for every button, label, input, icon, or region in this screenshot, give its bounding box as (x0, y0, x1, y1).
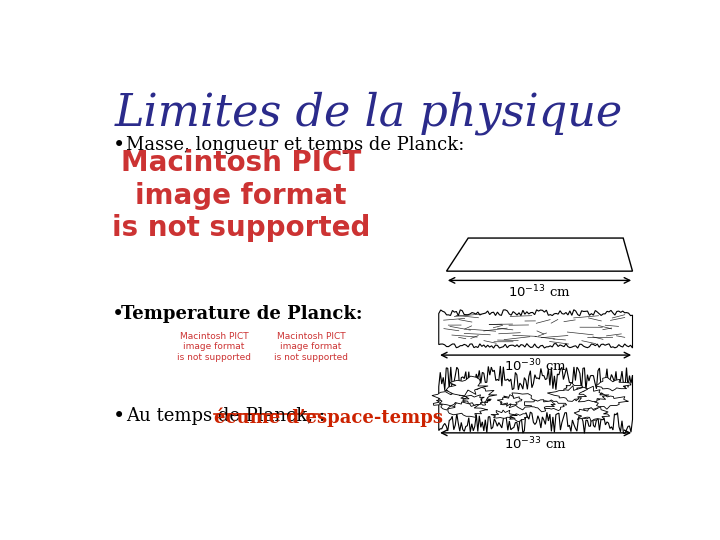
Polygon shape (508, 414, 528, 422)
Text: Au temps de Planck,: Au temps de Planck, (126, 408, 318, 426)
Polygon shape (444, 384, 475, 397)
Polygon shape (576, 408, 606, 420)
Polygon shape (564, 382, 583, 393)
Text: •: • (112, 305, 124, 324)
Text: Limites de la physique: Limites de la physique (115, 92, 623, 136)
Text: $10^{-30}$ cm: $10^{-30}$ cm (504, 358, 567, 375)
Polygon shape (462, 387, 497, 403)
Text: $10^{-33}$ cm: $10^{-33}$ cm (504, 436, 567, 453)
Polygon shape (433, 396, 462, 410)
Polygon shape (497, 395, 522, 407)
Polygon shape (595, 393, 629, 409)
Polygon shape (572, 386, 609, 402)
Polygon shape (432, 392, 472, 406)
Text: :: : (319, 408, 325, 426)
Polygon shape (539, 400, 567, 410)
Text: Masse, longueur et temps de Planck:: Masse, longueur et temps de Planck: (126, 136, 464, 154)
Polygon shape (463, 395, 485, 405)
Polygon shape (574, 407, 610, 421)
Text: écume d’espace-temps: écume d’espace-temps (214, 408, 443, 427)
Polygon shape (448, 402, 487, 417)
Text: Temperature de Planck:: Temperature de Planck: (121, 305, 362, 323)
Text: Macintosh PICT
image format
is not supported: Macintosh PICT image format is not suppo… (112, 149, 370, 242)
Text: •: • (113, 408, 125, 427)
Polygon shape (446, 376, 488, 396)
Text: •: • (113, 136, 125, 154)
Polygon shape (446, 238, 632, 271)
Text: Macintosh PICT
image format
is not supported: Macintosh PICT image format is not suppo… (274, 332, 348, 362)
Text: $10^{-13}$ cm: $10^{-13}$ cm (508, 284, 571, 300)
Polygon shape (524, 400, 555, 412)
Polygon shape (564, 387, 590, 401)
Polygon shape (438, 366, 632, 434)
Polygon shape (547, 386, 588, 401)
Polygon shape (470, 396, 491, 405)
Polygon shape (491, 410, 517, 418)
Polygon shape (438, 310, 632, 348)
Polygon shape (500, 393, 538, 410)
Text: Macintosh PICT
image format
is not supported: Macintosh PICT image format is not suppo… (177, 332, 251, 362)
Polygon shape (595, 377, 631, 391)
